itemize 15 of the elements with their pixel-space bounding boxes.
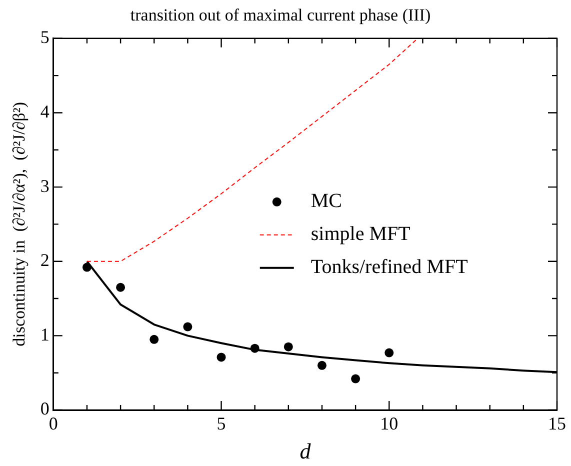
x-tick-label: 5 xyxy=(216,414,226,434)
chart-title: transition out of maximal current phase (III) xyxy=(130,6,431,25)
y-tick-label: 4 xyxy=(40,101,50,122)
y-tick-label: 2 xyxy=(40,250,50,270)
y-tick-label: 1 xyxy=(40,324,50,344)
legend-label: MC xyxy=(310,190,342,212)
y-axis-title: discontinuity in (∂²J/∂α²), (∂²J/∂β²) xyxy=(10,102,29,346)
x-axis-title: d xyxy=(300,438,312,464)
legend-label: simple MFT xyxy=(310,223,410,246)
y-tick-label: 5 xyxy=(40,27,50,48)
x-tick-label: 15 xyxy=(548,414,566,434)
y-tick-label: 0 xyxy=(40,398,50,419)
y-tick-label: 3 xyxy=(40,176,50,196)
x-tick-label: 10 xyxy=(380,414,398,434)
legend-label: Tonks/refined MFT xyxy=(310,256,468,278)
